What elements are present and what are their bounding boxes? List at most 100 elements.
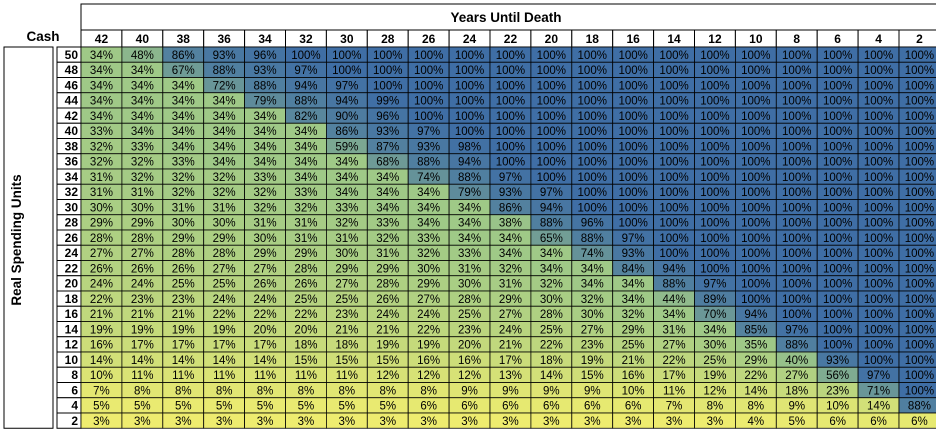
cell-value-label: 97% [294,65,317,77]
cell-value-label: 14% [90,355,113,367]
cell-value-label: 70% [703,309,726,321]
cell-value-label: 28% [294,263,317,275]
cell-value-label: 3% [584,416,601,428]
cell-value-label: 100% [373,50,402,62]
cell-value-label: 99% [376,96,399,108]
y-tick-label: 18 [65,292,79,306]
cell-value-label: 3% [134,416,151,428]
cell-value-label: 100% [864,248,893,260]
cell-value-label: 100% [700,202,729,214]
cell-value-label: 97% [417,126,440,138]
cell-value-label: 34% [90,111,113,123]
cell-value-label: 100% [782,294,811,306]
cell-value-label: 100% [659,233,688,245]
cell-value-label: 10% [90,370,113,382]
cell-value-label: 3% [298,416,315,428]
cell-value-label: 100% [864,202,893,214]
cell-value-label: 34% [335,172,358,184]
cell-value-label: 31% [376,248,399,260]
cell-value-label: 26% [90,263,113,275]
cell-value-label: 100% [782,187,811,199]
cell-value-label: 100% [741,65,770,77]
cell-value-label: 31% [213,202,236,214]
cell-value-label: 33% [335,202,358,214]
cell-value-label: 100% [659,65,688,77]
cell-value-label: 7% [93,385,110,397]
cell-value-label: 96% [376,111,399,123]
cell-value-label: 100% [537,111,566,123]
cell-value-label: 100% [823,340,852,352]
cell-value-label: 100% [864,294,893,306]
cell-value-label: 34% [213,157,236,169]
cell-value-label: 34% [213,126,236,138]
cell-value-label: 34% [499,248,522,260]
cell-value-label: 27% [131,248,154,260]
cell-value-label: 34% [131,65,154,77]
cell-value-label: 100% [864,172,893,184]
cell-value-label: 34% [703,324,726,336]
cell-value-label: 40% [785,355,808,367]
y-tick-label: 2 [71,414,78,428]
cell-value-label: 100% [864,355,893,367]
cell-value-label: 100% [905,294,934,306]
cell-value-label: 29% [131,218,154,230]
cell-value-label: 18% [294,340,317,352]
cell-value-label: 27% [785,370,808,382]
cell-value-label: 87% [376,141,399,153]
cell-value-label: 32% [581,294,604,306]
cell-value-label: 6% [584,401,601,413]
cell-value-label: 100% [782,50,811,62]
cell-value-label: 100% [618,96,647,108]
cell-value-label: 38% [499,218,522,230]
cell-value-label: 29% [622,324,645,336]
cell-value-label: 100% [823,233,852,245]
cell-value-label: 34% [458,233,481,245]
cell-value-label: 31% [663,324,686,336]
cell-value-label: 100% [659,141,688,153]
cell-value-label: 88% [294,96,317,108]
cell-value-label: 100% [741,50,770,62]
cell-value-label: 72% [213,80,236,92]
cell-value-label: 14% [540,370,563,382]
cell-value-label: 28% [131,233,154,245]
cell-value-label: 100% [659,50,688,62]
cell-value-label: 9% [461,385,478,397]
cell-value-label: 11% [172,370,194,382]
cell-value-label: 18% [335,340,358,352]
cell-value-label: 100% [741,248,770,260]
cell-value-label: 100% [700,96,729,108]
cell-value-label: 100% [905,187,934,199]
cell-value-label: 25% [703,355,726,367]
y-tick-label: 14 [65,322,79,336]
cell-value-label: 16% [90,340,113,352]
cell-value-label: 96% [254,50,277,62]
cell-value-label: 9% [788,401,805,413]
cell-value-label: 100% [823,111,852,123]
cell-value-label: 34% [294,172,317,184]
cell-value-label: 11% [336,370,358,382]
cell-value-label: 31% [90,172,113,184]
cell-value-label: 3% [216,416,233,428]
cell-value-label: 100% [823,126,852,138]
y-tick-label: 24 [65,246,79,260]
cell-value-label: 100% [782,80,811,92]
cell-value-label: 93% [254,65,277,77]
cell-value-label: 100% [864,233,893,245]
cell-value-label: 100% [741,294,770,306]
cell-value-label: 3% [707,416,724,428]
cell-value-label: 88% [540,218,563,230]
cell-value-label: 5% [379,401,396,413]
y-tick-label: 32 [65,185,79,199]
cell-value-label: 11% [254,370,276,382]
cell-value-label: 100% [496,65,525,77]
cell-value-label: 24% [90,279,113,291]
cell-value-label: 31% [294,218,317,230]
cell-value-label: 100% [782,172,811,184]
cell-value-label: 20% [294,324,317,336]
cell-value-label: 11% [131,370,153,382]
cell-value-label: 34% [172,96,195,108]
cell-value-label: 32% [294,202,317,214]
cell-value-label: 84% [622,263,645,275]
cell-value-label: 9% [584,385,601,397]
cell-value-label: 34% [540,263,563,275]
